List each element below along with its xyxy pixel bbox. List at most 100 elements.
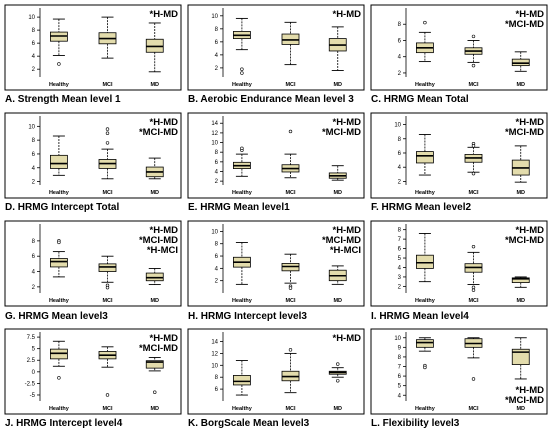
y-tick-label: 2 bbox=[398, 71, 402, 77]
box-mci bbox=[464, 337, 483, 381]
y-tick-label: 2 bbox=[215, 279, 219, 285]
category-label: MD bbox=[516, 298, 525, 304]
panel-f: 2 4 6 8 10 Healthy MCI MD *H-MD*MCI-MD bbox=[370, 112, 548, 199]
significance-note: *MCI-MD bbox=[505, 19, 544, 30]
outlier-point bbox=[240, 67, 244, 71]
panel-frame bbox=[370, 220, 548, 307]
category-label: MCI bbox=[102, 190, 113, 196]
significance-note: *MCI-MD bbox=[505, 235, 544, 246]
outlier-point bbox=[105, 393, 110, 397]
category-label: MD bbox=[333, 190, 342, 196]
significance-note: *H-MD bbox=[516, 385, 545, 396]
panel-frame bbox=[370, 328, 548, 415]
panel-d: 2 4 6 8 10 Healthy MCI MD *H-MD*MCI-MD bbox=[4, 112, 182, 199]
y-tick-label: 6 bbox=[398, 247, 402, 253]
y-tick-label: -5 bbox=[30, 393, 36, 399]
box-healthy bbox=[232, 146, 251, 177]
outlier-point bbox=[471, 285, 476, 290]
significance-note: *MCI-MD bbox=[322, 235, 361, 246]
box-md bbox=[328, 165, 347, 181]
y-tick-label: 10 bbox=[28, 124, 35, 130]
category-label: MD bbox=[150, 298, 159, 304]
y-tick-label: 2 bbox=[32, 67, 36, 73]
y-tick-label: 14 bbox=[211, 340, 218, 346]
y-tick-label: 7.5 bbox=[27, 335, 36, 341]
box-mci bbox=[281, 348, 300, 394]
category-label: Healthy bbox=[415, 190, 436, 196]
box-healthy bbox=[415, 233, 434, 283]
category-label: Healthy bbox=[232, 298, 253, 304]
y-tick-label: 8 bbox=[215, 375, 219, 381]
box-md bbox=[328, 362, 347, 383]
significance-note: *H-MD bbox=[516, 9, 545, 20]
panel-caption: L. Flexibility level3 bbox=[371, 418, 460, 429]
y-tick-label: 4 bbox=[32, 166, 36, 172]
y-tick-label: 6 bbox=[215, 254, 219, 260]
panel-j: -5 -2.5 0 2.5 5 7.5 Healthy MCI MD *H-MD*MCI-MD bbox=[4, 328, 182, 415]
significance-note: *H-MD bbox=[150, 117, 179, 128]
y-tick-label: 10 bbox=[211, 141, 218, 147]
outlier-point bbox=[105, 285, 110, 290]
y-tick-label: 8 bbox=[215, 150, 219, 156]
box-healthy bbox=[415, 134, 434, 176]
box-mci bbox=[98, 255, 117, 290]
panel-caption: J. HRMG Intercept level4 bbox=[5, 418, 123, 429]
box-healthy bbox=[232, 17, 251, 75]
outlier-point bbox=[471, 144, 476, 148]
box-healthy bbox=[50, 18, 68, 66]
significance-note: *MCI-MD bbox=[139, 127, 178, 138]
y-tick-label: 8 bbox=[32, 138, 36, 144]
iqr-box bbox=[50, 154, 68, 169]
y-tick-label: 6 bbox=[215, 160, 219, 166]
panel-caption: I. HRMG Mean level4 bbox=[371, 311, 469, 322]
box-healthy bbox=[50, 135, 68, 176]
y-tick-label: 4 bbox=[398, 55, 402, 61]
outlier-point bbox=[105, 127, 110, 131]
y-tick-label: 6 bbox=[32, 254, 36, 260]
y-tick-label: 10 bbox=[211, 229, 218, 235]
y-tick-label: 9 bbox=[398, 345, 402, 351]
box-mci bbox=[98, 346, 117, 397]
significance-note: *MCI-MD bbox=[139, 343, 178, 354]
panel-frame bbox=[4, 328, 182, 415]
y-tick-label: 6 bbox=[215, 387, 219, 393]
category-label: Healthy bbox=[232, 406, 253, 412]
y-tick-label: 4 bbox=[215, 53, 219, 59]
y-tick-label: 8 bbox=[398, 228, 402, 234]
outlier-point bbox=[105, 131, 110, 135]
y-tick-label: 5 bbox=[398, 256, 402, 262]
category-label: MD bbox=[516, 190, 525, 196]
iqr-box bbox=[415, 339, 434, 348]
box-mci bbox=[98, 127, 117, 180]
significance-note: *H-MD bbox=[333, 117, 362, 128]
panel-caption: D. HRMG Intercept Total bbox=[5, 202, 119, 213]
category-label: MCI bbox=[102, 82, 113, 88]
category-label: MCI bbox=[285, 82, 296, 88]
y-tick-label: 8 bbox=[32, 239, 36, 245]
panel-g: 2 4 6 8 Healthy MCI MD *H-MD*MCI-MD*H-MCI bbox=[4, 220, 182, 307]
category-label: Healthy bbox=[415, 82, 436, 88]
iqr-box bbox=[511, 348, 530, 365]
category-label: MD bbox=[150, 82, 159, 88]
significance-note: *H-MD bbox=[333, 225, 362, 236]
y-tick-label: 8 bbox=[215, 27, 219, 33]
panel-l: 4 5 6 7 8 9 10 Healthy MCI MD *H-MD*MCI-MD bbox=[370, 328, 548, 415]
category-label: MCI bbox=[285, 406, 296, 412]
iqr-box bbox=[511, 277, 530, 284]
significance-note: *MCI-MD bbox=[322, 127, 361, 138]
category-label: Healthy bbox=[415, 298, 436, 304]
outlier-point bbox=[153, 390, 157, 394]
y-tick-label: 6 bbox=[398, 38, 402, 44]
y-tick-label: 10 bbox=[28, 15, 35, 21]
outlier-point bbox=[57, 240, 61, 245]
box-healthy bbox=[232, 242, 251, 285]
box-md bbox=[145, 268, 164, 286]
outlier-point bbox=[471, 34, 476, 39]
category-label: Healthy bbox=[232, 190, 253, 196]
panel-caption: G. HRMG Mean level3 bbox=[5, 311, 108, 322]
y-tick-label: 0 bbox=[32, 370, 36, 376]
panel-frame bbox=[187, 112, 365, 199]
panel-b: 2 4 6 8 10 Healthy MCI MD *H-MD bbox=[187, 4, 365, 91]
y-tick-label: 4 bbox=[398, 393, 402, 399]
panel-k: 6 8 10 12 14 Healthy MCI MD *H-MD bbox=[187, 328, 365, 415]
